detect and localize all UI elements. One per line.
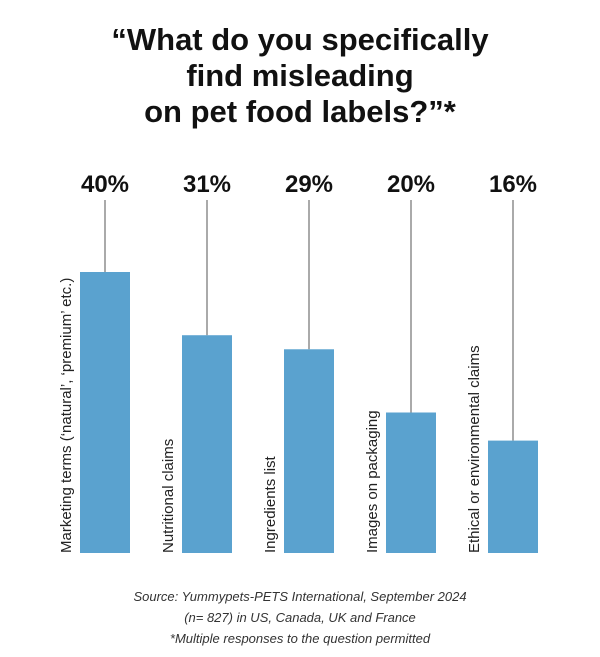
footnote-line: *Multiple responses to the question perm… bbox=[169, 631, 431, 646]
category-label: Ethical or environmental claims bbox=[466, 345, 483, 553]
source-note: Source: Yummypets-PETS International, Se… bbox=[0, 586, 600, 649]
source-line: Source: Yummypets-PETS International, Se… bbox=[133, 589, 467, 604]
chart-title: “What do you specifically find misleadin… bbox=[0, 22, 600, 130]
bar bbox=[386, 412, 436, 553]
category-label: Ingredients list bbox=[262, 455, 279, 553]
sample-line: (n= 827) in US, Canada, UK and France bbox=[184, 610, 416, 625]
bar-group-5: 16% Ethical or environmental claims bbox=[466, 171, 538, 553]
value-label: 20% bbox=[387, 171, 435, 198]
value-label: 29% bbox=[285, 171, 333, 198]
category-label: Images on packaging bbox=[364, 410, 381, 553]
bar bbox=[284, 349, 334, 553]
bar-group-1: 40% Marketing terms (‘natural’, ‘premium’… bbox=[58, 171, 130, 553]
value-label: 31% bbox=[183, 171, 231, 198]
category-label: Marketing terms (‘natural’, ‘premium’ et… bbox=[58, 278, 75, 553]
bar-group-3: 29% Ingredients list bbox=[262, 171, 334, 553]
bar bbox=[80, 272, 130, 553]
title-line-1: “What do you specifically bbox=[111, 22, 489, 57]
title-line-3: on pet food labels?”* bbox=[144, 94, 456, 129]
bar bbox=[182, 335, 232, 553]
category-label: Nutritional claims bbox=[160, 439, 177, 553]
title-line-2: find misleading bbox=[186, 58, 414, 93]
value-label: 40% bbox=[81, 171, 129, 198]
bar-group-2: 31% Nutritional claims bbox=[160, 171, 232, 553]
bar bbox=[488, 440, 538, 553]
bar-group-4: 20% Images on packaging bbox=[364, 171, 436, 553]
value-label: 16% bbox=[489, 171, 537, 198]
